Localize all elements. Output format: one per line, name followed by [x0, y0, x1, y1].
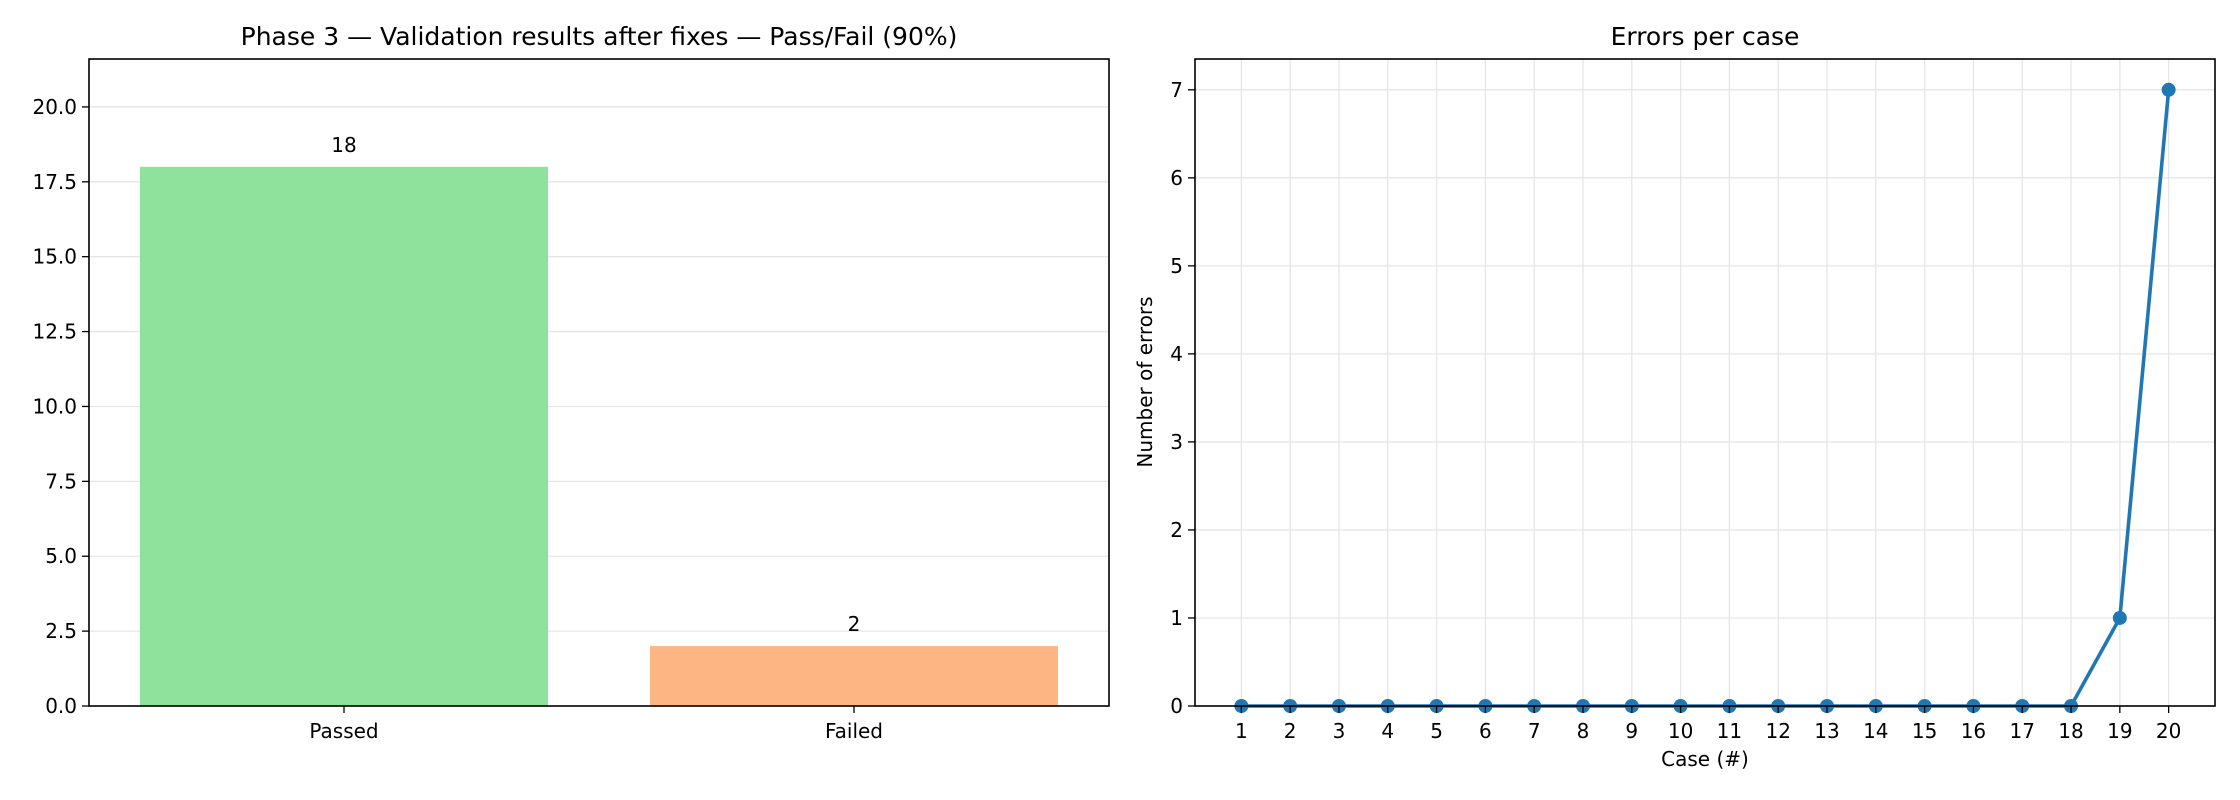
line-chart-x-tick-label: 2 [1284, 719, 1297, 743]
errors-data-point [2112, 610, 2127, 625]
errors-data-point [2161, 82, 2176, 97]
bar-chart-title: Phase 3 — Validation results after fixes… [241, 22, 958, 51]
line-chart-x-tick-label: 8 [1577, 719, 1590, 743]
line-chart-x-tick-label: 5 [1430, 719, 1443, 743]
line-chart-x-tick-label: 15 [1912, 719, 1937, 743]
line-chart-y-tick-label: 7 [1170, 78, 1183, 102]
errors-series-line [1241, 89, 2171, 708]
line-chart-y-axis-label: Number of errors [1133, 296, 1157, 467]
line-chart-x-tick-label: 9 [1625, 719, 1638, 743]
line-chart-x-ticks: 1 2 3 4 5 6 7 8 9 10 11 12 13 14 15 16 17 18 19 20 [1235, 706, 2181, 743]
line-chart-x-tick-label: 6 [1479, 719, 1492, 743]
line-chart-x-tick-label: 12 [1765, 719, 1790, 743]
bar-chart-y-tick-label: 20.0 [32, 95, 77, 119]
bar-data-label: 2 [848, 612, 861, 636]
line-chart-x-tick-label: 13 [1814, 719, 1839, 743]
line-chart-title: Errors per case [1611, 22, 1800, 51]
line-chart-y-tick-label: 1 [1170, 606, 1183, 630]
bar-chart-y-tick-label: 0.0 [45, 694, 77, 718]
line-chart-x-tick-label: 20 [2156, 719, 2181, 743]
bar-chart-x-ticks: Passed Failed [309, 706, 883, 743]
bar-chart-y-tick-label: 12.5 [32, 320, 77, 344]
bar-chart-y-tick-label: 2.5 [45, 619, 77, 643]
line-chart-x-tick-label: 3 [1333, 719, 1346, 743]
bar-passed [140, 166, 548, 707]
line-chart-y-tick-label: 4 [1170, 342, 1183, 366]
pass-fail-bar-chart: Phase 3 — Validation results after fixes… [32, 22, 1110, 743]
bar-chart-frame [88, 58, 1110, 707]
bar-chart-y-tick-label: 17.5 [32, 170, 77, 194]
bar-chart-bars: 18 2 [140, 133, 1058, 707]
bar-chart-y-tick-label: 5.0 [45, 544, 77, 568]
bar-chart-y-tick-label: 10.0 [32, 394, 77, 418]
line-chart-x-axis-label: Case (#) [1661, 747, 1749, 771]
line-chart-x-tick-label: 1 [1235, 719, 1248, 743]
line-chart-x-tick-label: 19 [2107, 719, 2132, 743]
bar-failed [650, 646, 1058, 706]
line-chart-x-tick-label: 17 [2009, 719, 2034, 743]
bar-chart-y-tick-label: 15.0 [32, 245, 77, 269]
bar-chart-x-tick-label: Passed [309, 719, 378, 743]
line-chart-x-tick-label: 4 [1381, 719, 1394, 743]
line-chart-x-tick-label: 14 [1863, 719, 1888, 743]
line-chart-y-ticks: 0 1 2 3 4 5 6 7 [1170, 78, 1195, 718]
bar-chart-y-tick-label: 7.5 [45, 469, 77, 493]
line-chart-frame [1194, 58, 2216, 707]
line-chart-y-tick-label: 2 [1170, 518, 1183, 542]
bar-chart-y-ticks: 0.0 2.5 5.0 7.5 10.0 12.5 15.0 17.5 20.0 [32, 95, 89, 718]
line-chart-y-tick-label: 3 [1170, 430, 1183, 454]
line-chart-x-tick-label: 7 [1528, 719, 1541, 743]
bar-chart-x-tick-label: Failed [825, 719, 883, 743]
line-chart-y-tick-label: 6 [1170, 166, 1183, 190]
line-chart-x-tick-label: 18 [2058, 719, 2083, 743]
line-chart-y-tick-label: 0 [1170, 694, 1183, 718]
bar-data-label: 18 [331, 133, 356, 157]
line-chart-x-tick-label: 11 [1717, 719, 1742, 743]
line-chart-y-tick-label: 5 [1170, 254, 1183, 278]
line-chart-gridlines [1195, 59, 2215, 707]
line-chart-x-tick-label: 10 [1668, 719, 1693, 743]
line-chart-x-tick-label: 16 [1961, 719, 1986, 743]
